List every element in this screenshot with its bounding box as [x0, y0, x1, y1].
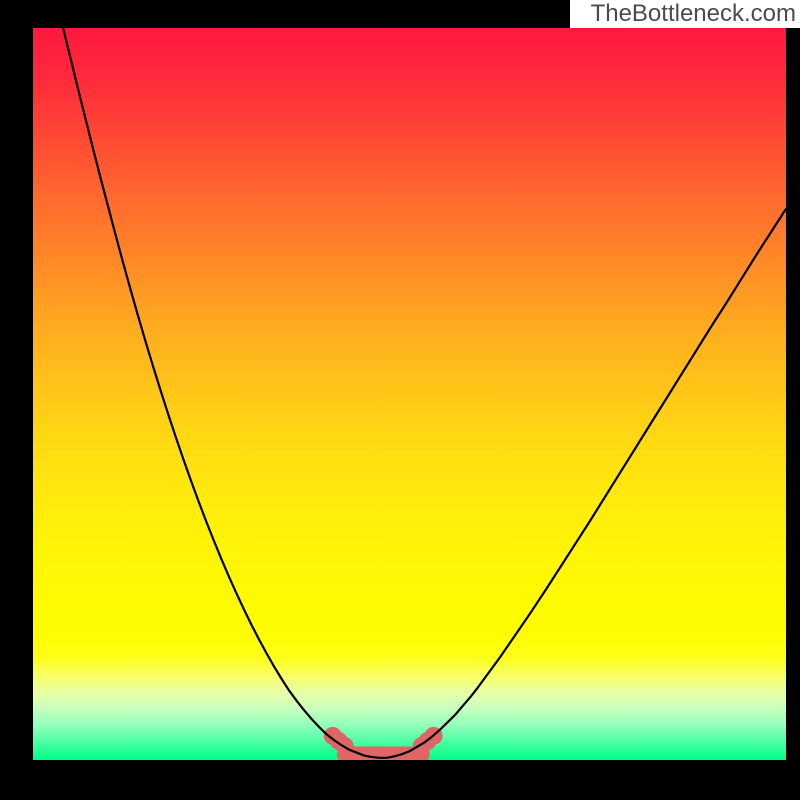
gradient-background [33, 28, 786, 760]
watermark-text: TheBottleneck.com [591, 0, 796, 27]
watermark-label: TheBottleneck.com [570, 0, 800, 28]
bottleneck-curve-plot [33, 28, 786, 760]
